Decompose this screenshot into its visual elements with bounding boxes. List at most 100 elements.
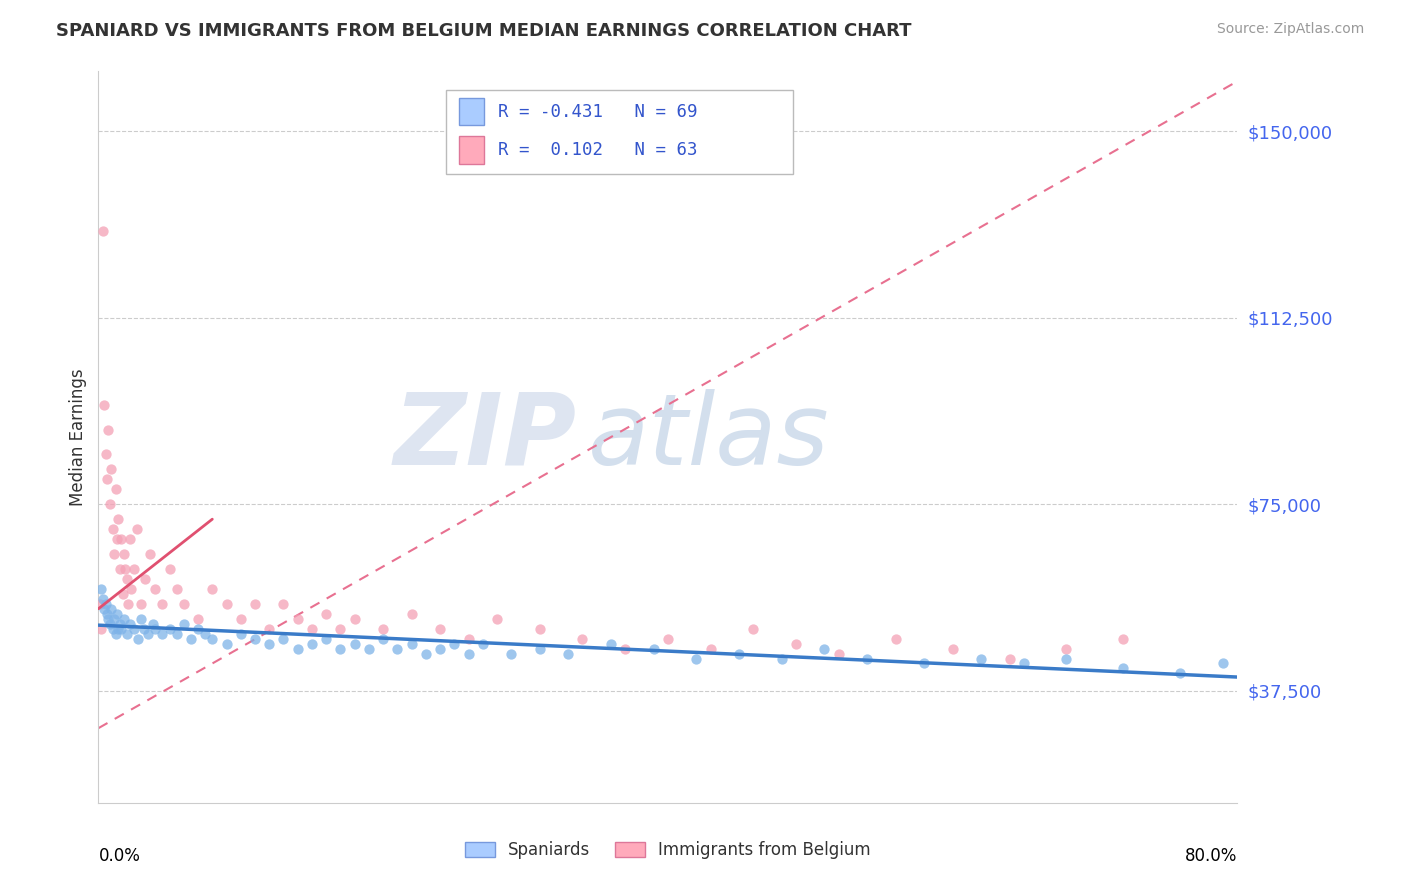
- Point: [129, 597, 152, 611]
- Point: [357, 641, 380, 656]
- Point: [856, 651, 879, 665]
- Point: [152, 626, 174, 640]
- Bar: [460, 98, 485, 126]
- Point: [912, 657, 935, 671]
- Point: [166, 626, 188, 640]
- Point: [105, 607, 128, 621]
- Point: [94, 448, 117, 462]
- Point: [614, 641, 637, 656]
- Point: [118, 532, 141, 546]
- Point: [657, 632, 679, 646]
- Point: [120, 582, 142, 596]
- Point: [998, 651, 1021, 665]
- Text: 0.0%: 0.0%: [98, 847, 141, 864]
- Point: [457, 632, 479, 646]
- Point: [942, 641, 965, 656]
- Point: [138, 547, 160, 561]
- Text: SPANIARD VS IMMIGRANTS FROM BELGIUM MEDIAN EARNINGS CORRELATION CHART: SPANIARD VS IMMIGRANTS FROM BELGIUM MEDI…: [56, 22, 911, 40]
- Point: [229, 612, 252, 626]
- Point: [110, 622, 132, 636]
- Point: [1212, 657, 1234, 671]
- Point: [215, 636, 238, 650]
- Point: [110, 532, 132, 546]
- Point: [103, 612, 125, 626]
- Point: [101, 522, 124, 536]
- Point: [93, 601, 115, 615]
- Y-axis label: Median Earnings: Median Earnings: [69, 368, 87, 506]
- Point: [101, 622, 124, 636]
- Point: [187, 612, 209, 626]
- Point: [201, 632, 224, 646]
- Point: [529, 641, 551, 656]
- Point: [529, 622, 551, 636]
- Point: [1012, 657, 1035, 671]
- Point: [145, 582, 167, 596]
- Point: [112, 612, 135, 626]
- Point: [884, 632, 907, 646]
- Point: [728, 647, 751, 661]
- Point: [315, 632, 337, 646]
- Point: [301, 636, 323, 650]
- Point: [98, 497, 121, 511]
- Point: [117, 597, 139, 611]
- Point: [100, 601, 122, 615]
- Point: [108, 562, 131, 576]
- Point: [1112, 632, 1135, 646]
- Point: [287, 612, 309, 626]
- Point: [141, 616, 163, 631]
- Point: [112, 547, 135, 561]
- Point: [1170, 666, 1192, 681]
- Point: [429, 622, 451, 636]
- Point: [243, 597, 266, 611]
- Point: [401, 636, 423, 650]
- Point: [136, 626, 159, 640]
- Point: [415, 647, 437, 661]
- Point: [770, 651, 793, 665]
- Point: [329, 641, 352, 656]
- FancyBboxPatch shape: [446, 90, 793, 174]
- Text: 80.0%: 80.0%: [1185, 847, 1237, 864]
- Point: [229, 626, 252, 640]
- Point: [699, 641, 721, 656]
- Point: [125, 522, 148, 536]
- Point: [159, 562, 181, 576]
- Point: [287, 641, 309, 656]
- Point: [127, 632, 149, 646]
- Point: [273, 632, 295, 646]
- Point: [315, 607, 337, 621]
- Point: [643, 641, 665, 656]
- Point: [187, 622, 209, 636]
- Text: R =  0.102   N = 63: R = 0.102 N = 63: [498, 141, 697, 159]
- Point: [685, 651, 707, 665]
- Point: [742, 622, 765, 636]
- Point: [785, 636, 807, 650]
- Point: [1056, 651, 1078, 665]
- Point: [486, 612, 509, 626]
- Point: [387, 641, 409, 656]
- Point: [813, 641, 835, 656]
- Point: [93, 398, 115, 412]
- Point: [108, 616, 131, 631]
- Point: [828, 647, 851, 661]
- Point: [115, 572, 138, 586]
- Point: [259, 622, 281, 636]
- Point: [273, 597, 295, 611]
- Point: [134, 572, 156, 586]
- Point: [557, 647, 579, 661]
- Point: [111, 587, 134, 601]
- Point: [145, 622, 167, 636]
- Text: Source: ZipAtlas.com: Source: ZipAtlas.com: [1216, 22, 1364, 37]
- Point: [373, 632, 395, 646]
- Point: [90, 622, 112, 636]
- Point: [173, 597, 195, 611]
- Point: [152, 597, 174, 611]
- Point: [343, 612, 366, 626]
- Point: [105, 532, 128, 546]
- Point: [373, 622, 395, 636]
- Point: [243, 632, 266, 646]
- Point: [97, 423, 120, 437]
- Point: [89, 597, 111, 611]
- Point: [471, 636, 494, 650]
- Point: [104, 483, 127, 497]
- Point: [98, 616, 121, 631]
